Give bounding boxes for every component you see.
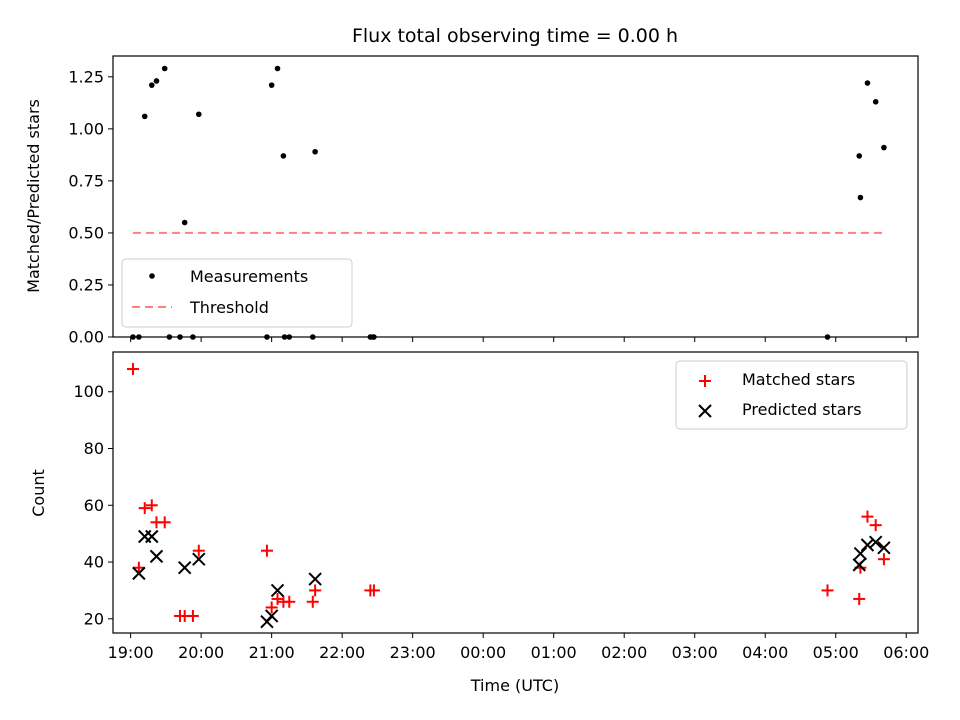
measurement-point: [153, 78, 160, 84]
top-y-tick-label: 0.00: [68, 328, 104, 347]
top-axes-frame: [112, 55, 919, 338]
predicted-star-point: [868, 535, 883, 549]
top-axis-ticks: 0.00 0.25 0.50 0.75 1.00 1.25: [68, 67, 907, 347]
bottom-legend-box: [675, 360, 908, 430]
matched-star-point: [271, 592, 284, 605]
bottom-plot-marks: [126, 363, 891, 629]
predicted-star-point: [877, 541, 891, 555]
matched-star-point: [158, 516, 171, 529]
predicted-star-point: [853, 546, 868, 561]
matched-star-point: [367, 584, 380, 597]
matched-star-point: [192, 544, 205, 557]
measurement-point: [280, 153, 287, 159]
x-tick-label: 06:00: [883, 643, 929, 662]
predicted-star-point: [264, 609, 279, 623]
predicted-star-point: [145, 529, 159, 544]
x-tick-label: 01:00: [531, 643, 577, 662]
top-y-tick-label: 1.25: [68, 67, 104, 86]
top-legend: Measurements Threshold: [121, 258, 353, 328]
matched-star-point: [145, 499, 158, 512]
matched-star-point: [869, 519, 882, 532]
matched-star-point: [309, 584, 322, 597]
bottom-y-tick-label: 20: [84, 609, 104, 628]
matched-star-point: [260, 544, 273, 557]
x-axis-label: Time (UTC): [470, 676, 559, 695]
x-tick-label: 05:00: [813, 643, 859, 662]
matched-star-point: [265, 601, 278, 614]
measurement-point: [881, 144, 887, 151]
bottom-y-tick-label: 60: [84, 496, 104, 515]
legend-matched-label: Matched stars: [742, 370, 855, 389]
legend-matched-marker: [699, 375, 711, 387]
measurement-point: [312, 148, 318, 155]
matched-star-point: [821, 584, 834, 597]
bottom-y-tick-label: 40: [84, 553, 104, 572]
predicted-star-point: [149, 549, 164, 564]
bottom-axes-frame: [112, 351, 919, 634]
ratio-panel: Flux total observing time = 0.00 h Match…: [24, 25, 919, 347]
x-tick-label: 19:00: [108, 643, 154, 662]
legend-measurements-label: Measurements: [190, 267, 308, 286]
bottom-legend: Matched stars Predicted stars: [675, 360, 908, 430]
measurement-point: [857, 194, 864, 201]
matched-star-point: [283, 595, 296, 608]
x-tick-label: 03:00: [672, 643, 718, 662]
x-tick-label: 02:00: [601, 643, 647, 662]
top-y-axis-label: Matched/Predicted stars: [24, 99, 43, 293]
count-panel: Count Time (UTC) 20 40 60 80 100 19:00 20:00 21…: [29, 351, 929, 695]
measurement-point: [195, 111, 202, 118]
predicted-star-point: [192, 552, 206, 566]
matched-star-point: [861, 510, 874, 523]
x-tick-label: 23:00: [390, 643, 436, 662]
measurement-point: [872, 98, 879, 105]
bottom-axis-ticks: 20 40 60 80 100 19:00 20:00 21:00 22:00 23:00 00:0…: [73, 382, 929, 662]
measurement-point: [268, 82, 275, 88]
measurement-point: [141, 113, 148, 120]
predicted-star-point: [860, 538, 875, 552]
legend-predicted-label: Predicted stars: [742, 400, 862, 419]
measurement-point: [856, 153, 863, 159]
legend-threshold-label: Threshold: [189, 298, 269, 317]
x-tick-label: 20:00: [178, 643, 224, 662]
top-y-tick-label: 0.75: [68, 171, 104, 190]
x-tick-label: 04:00: [742, 643, 788, 662]
top-y-tick-label: 0.25: [68, 275, 104, 294]
predicted-star-point: [132, 566, 146, 581]
measurement-point: [274, 65, 281, 72]
measurement-point: [181, 219, 188, 226]
bottom-y-axis-label: Count: [29, 469, 48, 517]
matched-star-point: [306, 595, 319, 608]
matched-star-point: [186, 609, 199, 622]
measurement-point: [161, 65, 168, 72]
matched-star-point: [138, 502, 151, 515]
top-y-tick-label: 1.00: [68, 119, 104, 138]
x-tick-label: 00:00: [460, 643, 506, 662]
legend-measurement-marker: [149, 273, 155, 279]
x-tick-label: 22:00: [319, 643, 365, 662]
chart-title: Flux total observing time = 0.00 h: [352, 25, 678, 47]
matched-star-point: [132, 561, 145, 574]
predicted-star-point: [852, 558, 866, 572]
predicted-star-point: [177, 561, 192, 575]
top-legend-box: [121, 258, 353, 328]
matched-star-point: [853, 592, 866, 605]
matched-star-point: [877, 553, 890, 566]
matched-star-point: [126, 363, 139, 376]
legend-predicted-marker: [698, 404, 712, 418]
x-tick-label: 21:00: [249, 643, 295, 662]
bottom-y-tick-label: 80: [84, 439, 104, 458]
measurement-point: [864, 80, 871, 86]
top-y-tick-label: 0.50: [68, 223, 104, 242]
measurement-point: [148, 82, 155, 88]
bottom-y-tick-label: 100: [73, 382, 104, 401]
predicted-star-point: [270, 583, 285, 598]
predicted-star-point: [308, 572, 322, 586]
